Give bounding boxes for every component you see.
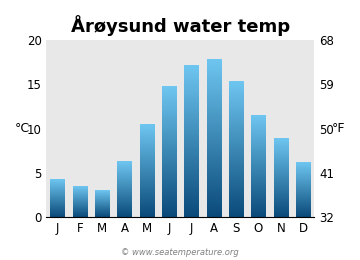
- Title: Årøysund water temp: Årøysund water temp: [71, 15, 290, 36]
- Text: © www.seatemperature.org: © www.seatemperature.org: [121, 248, 239, 257]
- Y-axis label: °C: °C: [15, 122, 30, 135]
- Y-axis label: °F: °F: [332, 122, 345, 135]
